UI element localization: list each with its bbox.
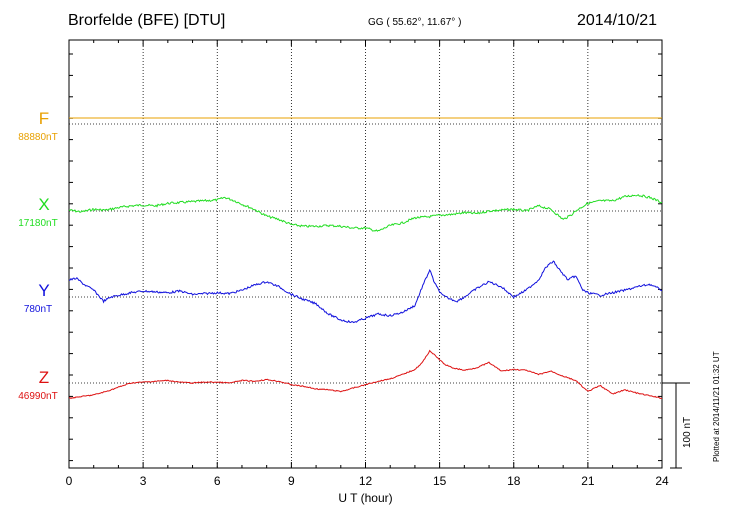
x-tick-label: 6 <box>214 474 221 488</box>
x-axis-label: U T (hour) <box>338 491 392 505</box>
station-coordinates: GG ( 55.62°, 11.67° ) <box>368 17 462 28</box>
chart-date: 2014/10/21 <box>577 12 658 29</box>
trace-x <box>68 194 663 232</box>
trace-z <box>68 349 663 400</box>
x-tick-label: 3 <box>140 474 147 488</box>
trace-y <box>69 260 663 324</box>
x-tick-label: 15 <box>433 474 447 488</box>
x-tick-label: 12 <box>359 474 373 488</box>
x-tick-label: 9 <box>288 474 295 488</box>
x-tick-label: 24 <box>655 474 669 488</box>
channel-label-x: X <box>38 195 49 214</box>
baseline-label-y: 780nT <box>24 304 52 315</box>
x-tick-label: 18 <box>507 474 521 488</box>
station-title: Brorfelde (BFE) [DTU] <box>68 12 226 29</box>
channel-label-z: Z <box>39 368 49 387</box>
baseline-label-f: 88880nT <box>18 132 57 143</box>
channel-label-f: F <box>39 109 49 128</box>
baseline-label-z: 46990nT <box>18 391 57 402</box>
x-tick-label: 21 <box>581 474 595 488</box>
x-tick-label: 0 <box>66 474 73 488</box>
channel-label-y: Y <box>38 281 49 300</box>
baseline-label-x: 17180nT <box>18 218 57 229</box>
